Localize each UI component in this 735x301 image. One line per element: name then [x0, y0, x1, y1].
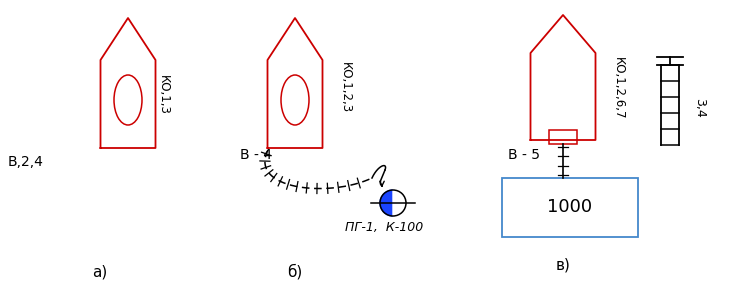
Bar: [502, 178, 638, 237]
Text: В,2,4: В,2,4: [8, 155, 44, 169]
Text: б): б): [287, 264, 303, 280]
Text: 1000: 1000: [548, 198, 592, 216]
Text: КО,1,3: КО,1,3: [157, 75, 170, 115]
Text: В - 4: В - 4: [240, 148, 272, 162]
Text: В - 5: В - 5: [508, 148, 540, 162]
Text: 3,4: 3,4: [693, 98, 706, 118]
Polygon shape: [380, 190, 393, 216]
Polygon shape: [393, 190, 406, 216]
Text: КО,1,2,3: КО,1,2,3: [339, 62, 351, 113]
Bar: [549, 130, 577, 144]
Text: в): в): [556, 257, 570, 272]
Text: а): а): [93, 265, 107, 280]
Text: КО,1,2,6,7: КО,1,2,6,7: [612, 57, 625, 119]
Text: ПГ-1,  К-100: ПГ-1, К-100: [345, 222, 423, 234]
